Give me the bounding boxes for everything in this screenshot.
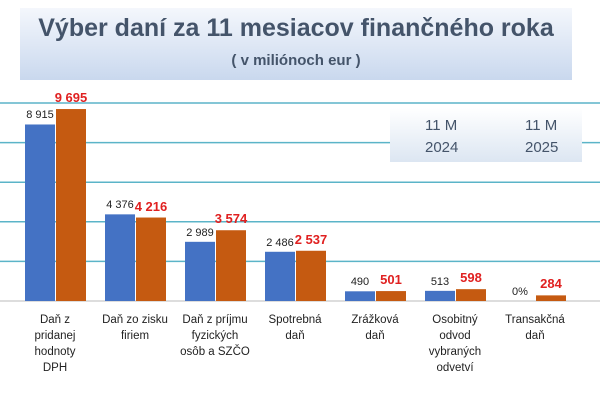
legend-label: 11 M 2024 xyxy=(425,117,459,156)
value-label: 284 xyxy=(540,276,562,292)
bar xyxy=(296,250,326,301)
x-tick-label: Zrážková daň xyxy=(351,314,399,342)
value-label: 2 989 xyxy=(186,226,214,239)
chart-subtitle: ( v miliónoch eur ) xyxy=(231,52,361,69)
bar xyxy=(345,291,375,301)
x-tick-label: Transakčná daň xyxy=(505,314,565,342)
value-label: 3 574 xyxy=(214,211,248,227)
x-tick-label: Osobitný odvod vybraných odvetví xyxy=(428,314,482,374)
bar xyxy=(216,230,246,301)
bar xyxy=(185,241,215,301)
bar xyxy=(376,291,406,301)
x-tick-label: Daň z pridanej hodnoty DPH xyxy=(34,314,76,374)
value-label: 513 xyxy=(430,275,450,288)
x-tick-label: Daň zo zisku firiem xyxy=(102,314,168,342)
bar xyxy=(105,214,135,301)
value-label: 501 xyxy=(380,272,402,288)
legend-label: 11 M 2025 xyxy=(525,117,559,156)
bar xyxy=(25,124,55,301)
bar xyxy=(56,109,86,301)
chart-title: Výber daní za 11 mesiacov finančného rok… xyxy=(38,14,554,42)
x-tick-label: Daň z príjmu fyzických osôb a SZČO xyxy=(180,314,250,358)
bar xyxy=(265,251,295,301)
value-label: 4 376 xyxy=(106,199,134,212)
bar xyxy=(536,295,566,301)
value-label: 490 xyxy=(350,276,370,289)
title-box xyxy=(20,8,572,80)
value-label: 0% xyxy=(512,286,528,298)
bar xyxy=(425,290,455,301)
value-label: 2 537 xyxy=(294,231,328,247)
value-label: 4 216 xyxy=(134,198,168,214)
value-label: 8 915 xyxy=(26,109,54,122)
x-tick-label: Spotrebná daň xyxy=(268,314,322,342)
legend xyxy=(390,108,582,162)
bar xyxy=(136,217,166,301)
value-label: 9 695 xyxy=(54,90,88,106)
value-label: 598 xyxy=(460,270,482,286)
value-label: 2 486 xyxy=(266,236,294,249)
bar xyxy=(456,289,486,301)
